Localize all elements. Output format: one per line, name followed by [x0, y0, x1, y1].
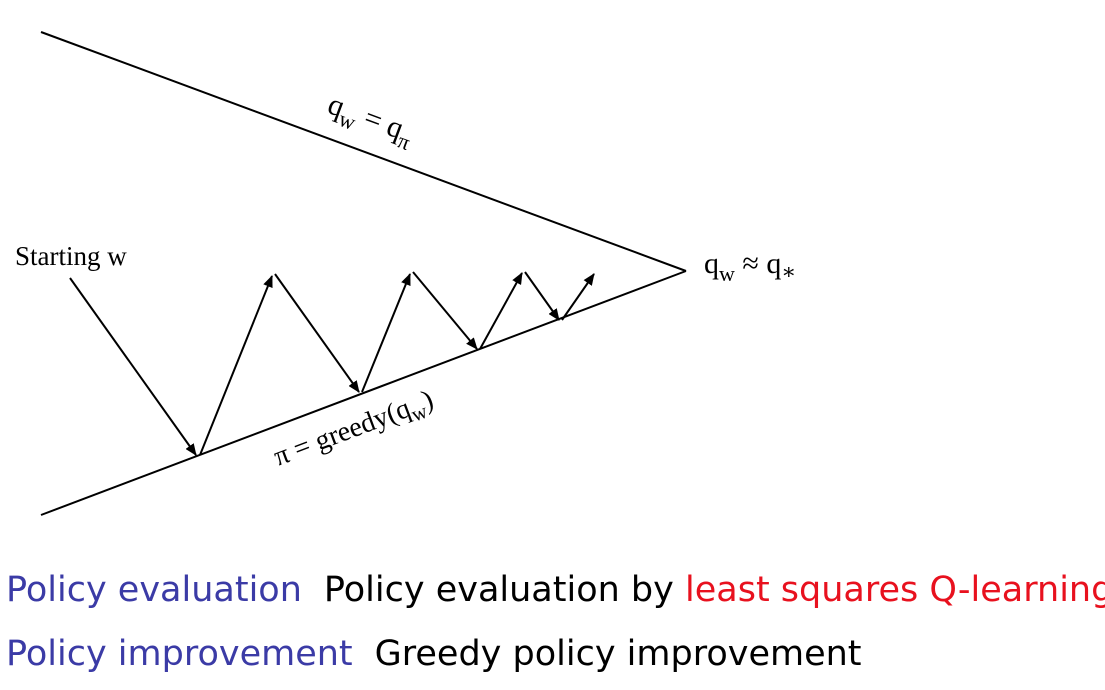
apex-label: qw ≈ q∗	[704, 247, 796, 286]
value-line	[40, 31, 687, 272]
evaluation-description: Policy evaluation by	[323, 570, 674, 610]
term-policy-improvement: Policy improvement	[6, 634, 353, 674]
improvement-description: Greedy policy improvement	[374, 634, 862, 674]
arrow-improve-3	[524, 271, 560, 321]
greedy-line	[40, 270, 687, 516]
start-label: Starting w	[15, 241, 127, 271]
term-policy-evaluation: Policy evaluation	[6, 570, 302, 610]
evaluation-method-highlight: least squares Q-learning	[685, 570, 1105, 610]
value-line-label: qw = qπ	[321, 88, 418, 155]
arrow-eval-3	[479, 272, 523, 350]
arrow-eval-4	[561, 273, 595, 321]
arrow-improve-2	[412, 271, 478, 350]
iteration-arrows	[69, 271, 595, 456]
arrow-improve-1	[274, 273, 360, 393]
greedy-line-label: π = greedy(qw)	[270, 384, 440, 477]
arrow-eval-2	[361, 273, 411, 393]
caption-policy-evaluation: Policy evaluation Policy evaluation by le…	[6, 568, 1105, 612]
caption-policy-improvement: Policy improvement Greedy policy improvem…	[6, 632, 862, 676]
arrow-eval-1	[199, 275, 273, 456]
gpi-diagram: qw = qπ π = greedy(qw) qw ≈ q∗ Starting …	[15, 31, 796, 516]
arrow-start	[69, 277, 197, 456]
